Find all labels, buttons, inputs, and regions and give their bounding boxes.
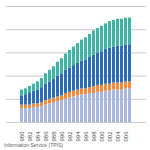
svg-text:1994: 1994	[75, 131, 81, 142]
svg-text:2002: 2002	[107, 131, 113, 142]
svg-text:2000: 2000	[99, 131, 105, 142]
svg-text:1998: 1998	[91, 131, 97, 142]
svg-text:1984: 1984	[35, 131, 41, 142]
svg-text:2004: 2004	[115, 131, 121, 142]
svg-text:2006: 2006	[123, 131, 129, 142]
svg-text:1992: 1992	[67, 131, 73, 142]
svg-text:1980: 1980	[19, 131, 25, 142]
svg-text:1982: 1982	[27, 131, 33, 142]
svg-text:1996: 1996	[83, 131, 89, 142]
svg-text:1990: 1990	[59, 131, 65, 142]
html-text:Information Service (TPIS): Information Service (TPIS)	[4, 142, 63, 148]
svg-text:1986: 1986	[43, 131, 49, 142]
svg-text:1988: 1988	[51, 131, 57, 142]
